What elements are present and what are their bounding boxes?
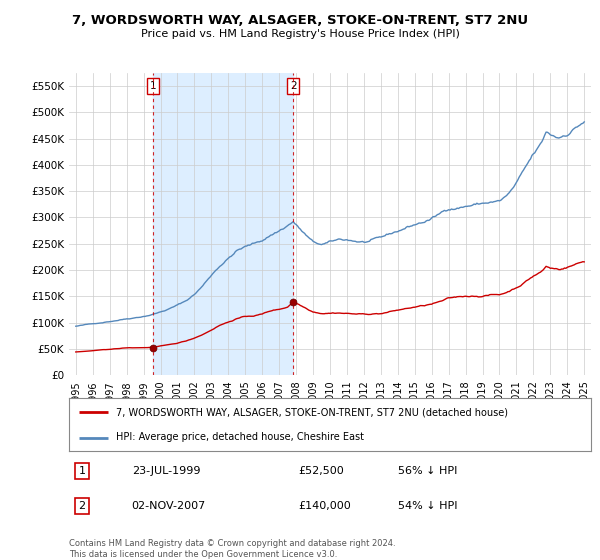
Text: 02-NOV-2007: 02-NOV-2007 [131,501,206,511]
Text: HPI: Average price, detached house, Cheshire East: HPI: Average price, detached house, Ches… [116,432,364,442]
Text: Price paid vs. HM Land Registry's House Price Index (HPI): Price paid vs. HM Land Registry's House … [140,29,460,39]
Text: 1: 1 [79,466,86,476]
Text: £140,000: £140,000 [299,501,352,511]
Text: £52,500: £52,500 [299,466,344,476]
Text: 1: 1 [150,81,157,91]
Text: 23-JUL-1999: 23-JUL-1999 [131,466,200,476]
Text: 54% ↓ HPI: 54% ↓ HPI [398,501,457,511]
Text: 56% ↓ HPI: 56% ↓ HPI [398,466,457,476]
Bar [153,73,293,375]
Text: 2: 2 [79,501,86,511]
Text: 2: 2 [290,81,297,91]
Text: 7, WORDSWORTH WAY, ALSAGER, STOKE-ON-TRENT, ST7 2NU (detached house): 7, WORDSWORTH WAY, ALSAGER, STOKE-ON-TRE… [116,408,508,418]
Text: Contains HM Land Registry data © Crown copyright and database right 2024.
This d: Contains HM Land Registry data © Crown c… [69,539,395,559]
Text: 7, WORDSWORTH WAY, ALSAGER, STOKE-ON-TRENT, ST7 2NU: 7, WORDSWORTH WAY, ALSAGER, STOKE-ON-TRE… [72,14,528,27]
